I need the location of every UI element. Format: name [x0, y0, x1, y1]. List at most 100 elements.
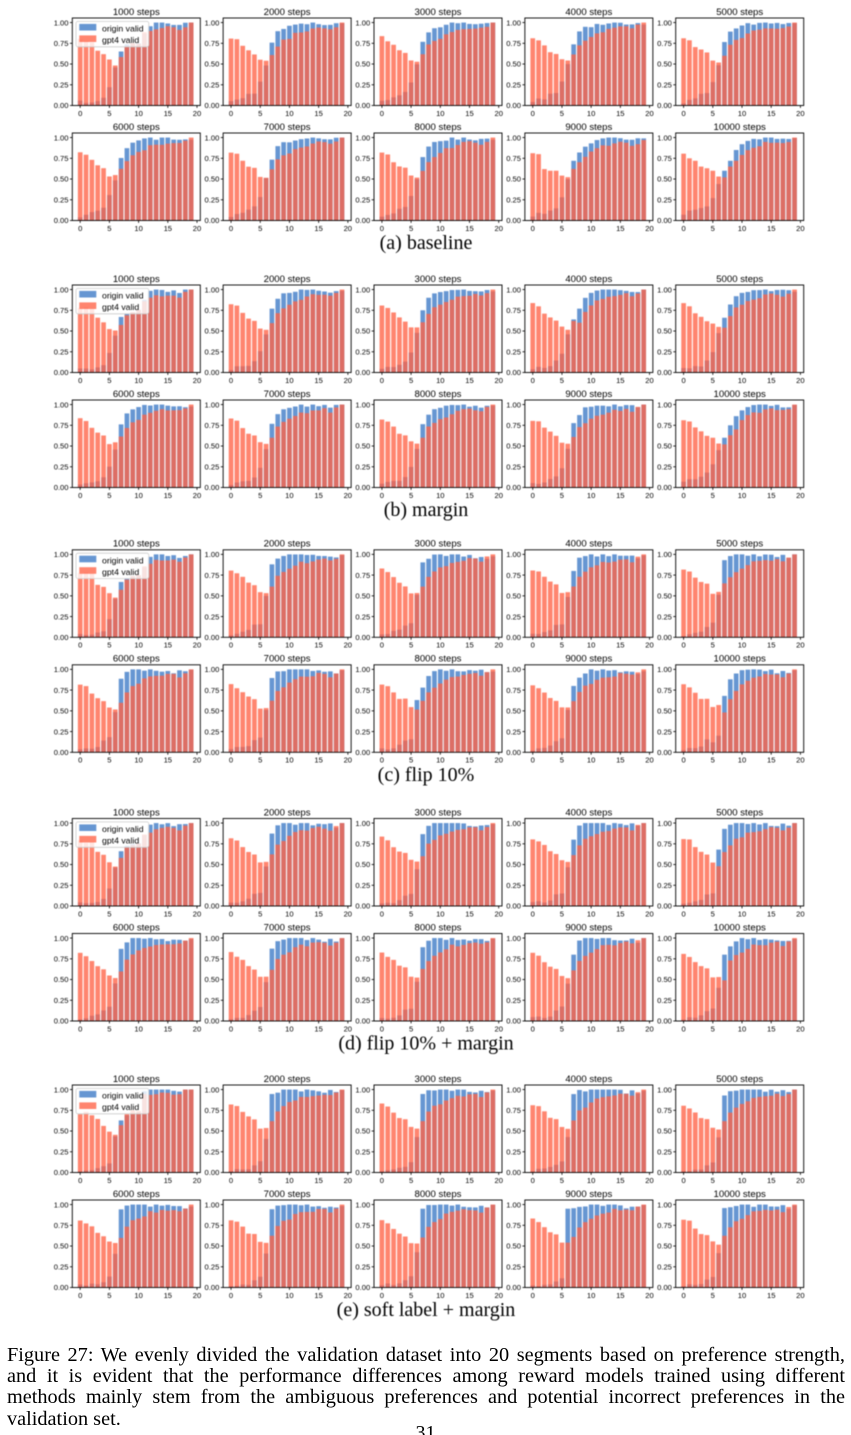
svg-text:0.50: 0.50 — [205, 592, 220, 601]
svg-text:10: 10 — [587, 641, 595, 650]
svg-text:3000 steps: 3000 steps — [415, 539, 462, 550]
svg-text:0.25: 0.25 — [355, 1148, 370, 1157]
svg-text:1.00: 1.00 — [657, 400, 672, 409]
svg-text:10: 10 — [436, 641, 444, 650]
svg-text:0.00: 0.00 — [355, 483, 370, 492]
svg-text:15: 15 — [616, 376, 624, 385]
svg-text:0.75: 0.75 — [205, 955, 220, 964]
svg-text:10: 10 — [738, 376, 746, 385]
svg-text:0: 0 — [78, 756, 82, 765]
svg-text:20: 20 — [344, 1291, 352, 1300]
svg-text:20: 20 — [193, 376, 201, 385]
svg-text:0.75: 0.75 — [657, 421, 672, 430]
svg-text:0: 0 — [380, 1176, 384, 1185]
svg-text:2000 steps: 2000 steps — [264, 807, 311, 818]
svg-text:10: 10 — [436, 1291, 444, 1300]
svg-text:5: 5 — [107, 491, 111, 500]
svg-text:1000 steps: 1000 steps — [113, 807, 160, 818]
svg-text:0: 0 — [531, 491, 535, 500]
svg-text:0.25: 0.25 — [506, 881, 521, 890]
svg-text:0.75: 0.75 — [506, 840, 521, 849]
svg-text:0.50: 0.50 — [657, 327, 672, 336]
svg-text:1.00: 1.00 — [205, 665, 220, 674]
svg-text:2000 steps: 2000 steps — [264, 539, 311, 550]
svg-text:0.00: 0.00 — [657, 748, 672, 757]
svg-text:0.25: 0.25 — [205, 996, 220, 1005]
svg-text:0: 0 — [78, 641, 82, 650]
svg-text:5000 steps: 5000 steps — [716, 7, 763, 18]
svg-text:1.00: 1.00 — [54, 1200, 69, 1209]
svg-text:0: 0 — [229, 491, 233, 500]
svg-text:0.00: 0.00 — [205, 368, 220, 377]
svg-text:9000 steps: 9000 steps — [565, 122, 612, 133]
svg-text:0.25: 0.25 — [506, 1263, 521, 1272]
svg-text:10: 10 — [587, 491, 595, 500]
svg-text:15: 15 — [314, 909, 322, 918]
svg-text:10: 10 — [587, 376, 595, 385]
svg-text:0.25: 0.25 — [355, 881, 370, 890]
svg-text:0.50: 0.50 — [355, 1242, 370, 1251]
svg-text:0.00: 0.00 — [205, 216, 220, 225]
svg-text:20: 20 — [645, 376, 653, 385]
svg-text:5: 5 — [560, 109, 564, 118]
svg-text:20: 20 — [344, 491, 352, 500]
svg-text:0: 0 — [681, 756, 685, 765]
svg-text:15: 15 — [616, 1176, 624, 1185]
svg-text:origin valid: origin valid — [102, 291, 144, 301]
svg-text:0.75: 0.75 — [657, 1106, 672, 1115]
svg-text:10: 10 — [134, 1291, 142, 1300]
svg-text:10000 steps: 10000 steps — [714, 1189, 766, 1200]
svg-text:6000 steps: 6000 steps — [113, 389, 160, 400]
svg-text:0.50: 0.50 — [657, 442, 672, 451]
svg-text:0.25: 0.25 — [205, 727, 220, 736]
svg-text:8000 steps: 8000 steps — [415, 922, 462, 933]
svg-text:1.00: 1.00 — [205, 133, 220, 142]
svg-text:0.00: 0.00 — [657, 633, 672, 642]
svg-text:5: 5 — [711, 1176, 715, 1185]
svg-text:1.00: 1.00 — [657, 550, 672, 559]
svg-text:0.25: 0.25 — [54, 612, 69, 621]
svg-text:0: 0 — [229, 1024, 233, 1033]
svg-text:5000 steps: 5000 steps — [716, 1074, 763, 1085]
svg-text:0.00: 0.00 — [355, 1283, 370, 1292]
svg-text:0.25: 0.25 — [355, 463, 370, 472]
svg-text:0.00: 0.00 — [54, 902, 69, 911]
svg-text:0.00: 0.00 — [657, 1283, 672, 1292]
svg-text:10: 10 — [738, 491, 746, 500]
svg-text:10: 10 — [738, 641, 746, 650]
svg-text:0.25: 0.25 — [205, 1148, 220, 1157]
svg-text:0.25: 0.25 — [355, 727, 370, 736]
svg-text:10: 10 — [134, 1176, 142, 1185]
svg-text:0: 0 — [531, 1291, 535, 1300]
svg-text:0.50: 0.50 — [205, 707, 220, 716]
svg-text:0: 0 — [380, 109, 384, 118]
svg-text:0.75: 0.75 — [506, 955, 521, 964]
svg-text:5: 5 — [409, 641, 413, 650]
svg-text:0.00: 0.00 — [506, 633, 521, 642]
svg-text:5: 5 — [107, 909, 111, 918]
svg-text:7000 steps: 7000 steps — [264, 389, 311, 400]
svg-text:10: 10 — [285, 1291, 293, 1300]
svg-text:0.50: 0.50 — [657, 1127, 672, 1136]
svg-text:1.00: 1.00 — [506, 934, 521, 943]
svg-text:0: 0 — [681, 1176, 685, 1185]
svg-text:10: 10 — [436, 909, 444, 918]
svg-text:0: 0 — [229, 1176, 233, 1185]
svg-text:1.00: 1.00 — [54, 550, 69, 559]
svg-text:15: 15 — [767, 491, 775, 500]
svg-text:0.00: 0.00 — [506, 101, 521, 110]
svg-text:6000 steps: 6000 steps — [113, 1189, 160, 1200]
svg-text:0.00: 0.00 — [506, 216, 521, 225]
svg-text:0.50: 0.50 — [54, 442, 69, 451]
svg-text:20: 20 — [645, 641, 653, 650]
svg-text:0.00: 0.00 — [355, 101, 370, 110]
svg-text:0.75: 0.75 — [205, 840, 220, 849]
svg-text:0.50: 0.50 — [54, 975, 69, 984]
svg-text:5: 5 — [560, 1024, 564, 1033]
svg-text:gpt4 valid: gpt4 valid — [102, 836, 139, 846]
svg-text:(d) flip 10% + margin: (d) flip 10% + margin — [338, 1033, 513, 1055]
svg-text:10: 10 — [134, 756, 142, 765]
svg-text:0.00: 0.00 — [506, 902, 521, 911]
svg-text:20: 20 — [494, 1291, 502, 1300]
svg-text:0.50: 0.50 — [205, 327, 220, 336]
